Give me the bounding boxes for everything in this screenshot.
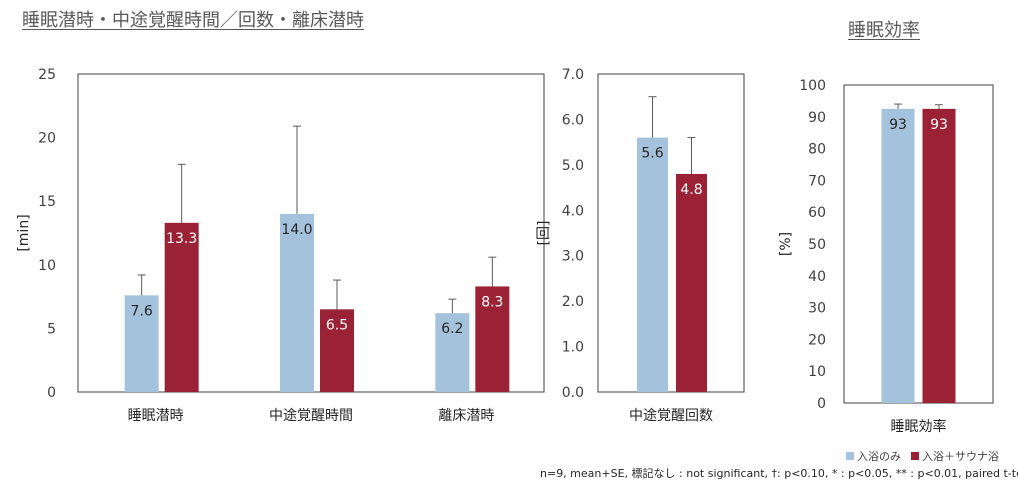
bar-a <box>124 295 159 392</box>
y-tick-label: 6.0 <box>562 112 584 128</box>
chart-panel-1: 0 5 10 15 20 25 [min] 7.6 13.3 睡眠潜時 14.0 6.5 中途覚醒時間 6… <box>16 67 545 424</box>
bar-a <box>881 108 915 403</box>
y-tick-label: 2.0 <box>562 294 584 310</box>
y-tick-label: 0 <box>817 396 826 412</box>
y-tick-label: 60 <box>808 205 826 221</box>
bar-a <box>435 313 470 392</box>
chart-title-left: 睡眠潜時・中途覚醒時間／回数・離床潜時 <box>22 10 364 31</box>
data-label: 6.5 <box>326 317 348 333</box>
chart-panel-3: 0 10 20 30 40 50 60 70 80 90 100 [%] 93 93 睡眠効率 <box>778 78 994 435</box>
bar-b <box>475 286 510 392</box>
legend-item-a: 入浴のみ <box>846 448 901 464</box>
y-tick-label: 20 <box>808 332 826 348</box>
bar-b <box>320 309 354 392</box>
legend-label-a: 入浴のみ <box>857 450 901 463</box>
category-label: 離床潜時 <box>438 407 494 424</box>
y-tick-label: 1.0 <box>562 340 584 356</box>
data-label: 6.2 <box>441 321 463 337</box>
data-label: 5.6 <box>641 146 663 162</box>
y-tick-label: 3.0 <box>562 249 584 265</box>
bar-a <box>637 137 668 392</box>
plot-frame <box>597 73 745 393</box>
y-axis-label: [回] <box>536 221 552 246</box>
y-tick-label: 50 <box>808 237 826 253</box>
bar-b <box>164 222 199 392</box>
category-label: 中途覚醒回数 <box>629 407 713 424</box>
data-label: 14.0 <box>281 222 312 238</box>
bar-a <box>280 213 314 392</box>
y-tick-label: 40 <box>808 269 826 285</box>
category-label: 睡眠効率 <box>891 418 947 435</box>
category-label: 中途覚醒時間 <box>269 407 353 424</box>
data-label: 93 <box>889 117 907 133</box>
legend-swatch-b <box>911 452 919 460</box>
y-tick-label: 5.0 <box>562 158 584 174</box>
bar-b <box>922 108 956 403</box>
legend-item-b: 入浴＋サウナ浴 <box>911 448 999 464</box>
y-tick-label: 0.0 <box>562 385 584 401</box>
data-label: 4.8 <box>680 182 702 198</box>
y-tick-label: 70 <box>808 173 826 189</box>
y-tick-label: 15 <box>38 194 56 210</box>
y-tick-label: 7.0 <box>562 67 584 83</box>
y-tick-label: 5 <box>47 321 56 337</box>
y-tick-label: 100 <box>799 78 826 94</box>
y-tick-label: 0 <box>47 385 56 401</box>
chart-panel-2: 0.0 1.0 2.0 3.0 4.0 5.0 6.0 7.0 [回] 5.6 4.8 中途覚醒回数 <box>536 67 745 424</box>
y-axis-label: [%] <box>778 232 794 256</box>
bar-b <box>676 173 707 392</box>
legend-label-b: 入浴＋サウナ浴 <box>922 450 999 463</box>
legend: 入浴のみ 入浴＋サウナ浴 <box>846 448 999 464</box>
legend-swatch-a <box>846 452 854 460</box>
data-label: 8.3 <box>481 294 503 310</box>
y-tick-label: 20 <box>38 131 56 147</box>
y-tick-label: 10 <box>38 258 56 274</box>
plot-frame <box>843 84 994 404</box>
data-label: 13.3 <box>166 231 197 247</box>
data-label: 93 <box>930 117 948 133</box>
chart-title-right: 睡眠効率 <box>848 20 920 41</box>
data-label: 7.6 <box>131 303 153 319</box>
y-tick-label: 30 <box>808 301 826 317</box>
footnote: n=9, mean+SE, 標記なし : not significant, †:… <box>540 467 1018 480</box>
y-tick-label: 10 <box>808 364 826 380</box>
y-axis-label: [min] <box>16 214 32 251</box>
y-tick-label: 80 <box>808 142 826 158</box>
y-tick-label: 4.0 <box>562 203 584 219</box>
y-tick-label: 90 <box>808 110 826 126</box>
category-label: 睡眠潜時 <box>128 408 184 424</box>
y-tick-label: 25 <box>38 67 56 83</box>
